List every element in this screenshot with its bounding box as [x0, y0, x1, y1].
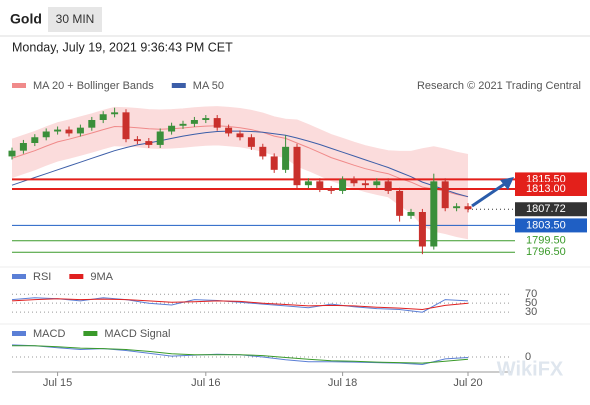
candle-body [202, 118, 210, 120]
candle-body [156, 131, 164, 145]
level-label-box [515, 182, 587, 196]
candle-body [259, 146, 267, 157]
candle-body [88, 120, 96, 128]
candle-body [65, 129, 73, 134]
legend-swatch [171, 83, 186, 88]
level-label: 1807.72 [526, 203, 566, 215]
y-tick-label: 70 [525, 288, 537, 300]
candle-body [293, 146, 301, 186]
level-label-box [515, 218, 587, 233]
candle-body [396, 190, 404, 216]
watermark: WikiFX [497, 358, 564, 380]
candle-body [453, 206, 461, 209]
candle-body [282, 146, 290, 170]
legend-swatch [12, 83, 26, 88]
y-tick-label: 50 [525, 297, 537, 309]
candle-body [111, 112, 119, 115]
legend-swatch [12, 331, 26, 336]
ma-line [11, 125, 469, 198]
legend-label: MA 50 [193, 80, 224, 92]
legend-label: 9MA [90, 271, 113, 283]
source: Research © 2021 Trading Central [417, 80, 581, 92]
indicator-line [12, 345, 469, 364]
candle-body [54, 129, 62, 132]
candle-body [361, 183, 369, 186]
candle-body [327, 189, 335, 191]
candle-body [225, 127, 233, 134]
candle-body [99, 114, 107, 120]
legend-swatch [12, 274, 26, 279]
legend-label: RSI [33, 271, 51, 283]
candle-body [407, 212, 415, 216]
candle-body [350, 179, 358, 184]
indicator-line [11, 298, 469, 311]
level-label: 1803.50 [526, 219, 566, 231]
candle-body [190, 120, 198, 124]
x-tick-label: Jul 15 [43, 377, 72, 389]
candle-body [236, 133, 244, 138]
candle-body [339, 179, 347, 191]
instrument-title: Gold [10, 11, 42, 27]
bollinger-upper [11, 106, 469, 155]
candle-body [441, 181, 449, 209]
y-tick-label: 30 [525, 306, 537, 318]
candle-body [133, 139, 141, 142]
x-tick-label: Jul 20 [453, 377, 482, 389]
candle-body [31, 137, 39, 143]
candle-body [179, 123, 187, 126]
timeframe: 30 MIN [56, 12, 95, 26]
candle-body [316, 181, 324, 189]
plot: MA 20 + Bollinger Bands MA 50 Research © 2… [0, 80, 590, 389]
candle-body [384, 181, 392, 191]
timestamp: Monday, July 19, 2021 9:36:43 PM CET [12, 40, 233, 54]
level-label: 1799.50 [526, 235, 566, 247]
candle-body [373, 181, 381, 186]
level-label: 1813.00 [526, 183, 566, 195]
x-tick-label: Jul 16 [191, 377, 220, 389]
candle-body [270, 156, 278, 170]
candle-body [168, 125, 176, 132]
candle-body [42, 131, 50, 138]
forecast-arrow [471, 181, 507, 208]
candle-body [19, 143, 27, 151]
candle-body [76, 127, 84, 134]
candle-body [430, 181, 438, 247]
candle-body [213, 118, 221, 128]
legend-swatch [83, 331, 98, 336]
level-label: 1796.50 [526, 246, 566, 258]
candle-body [418, 212, 426, 247]
legend-label: MACD [33, 328, 65, 340]
candle-body [145, 141, 153, 145]
y-tick-label: 0 [525, 351, 531, 363]
level-label-box [515, 202, 587, 217]
forecast-arrow-head [500, 177, 514, 190]
x-tick-label: Jul 18 [328, 377, 357, 389]
legend-label: MA 20 + Bollinger Bands [33, 80, 154, 92]
legend-label: MACD Signal [104, 328, 170, 340]
bollinger-lower [11, 144, 469, 240]
candle-body [8, 150, 16, 157]
candle-body [304, 181, 312, 186]
candle-body [122, 112, 130, 140]
legend-swatch [69, 274, 84, 279]
candle-body [464, 206, 472, 210]
timeframe-box [48, 7, 102, 32]
candle-body [247, 137, 255, 147]
